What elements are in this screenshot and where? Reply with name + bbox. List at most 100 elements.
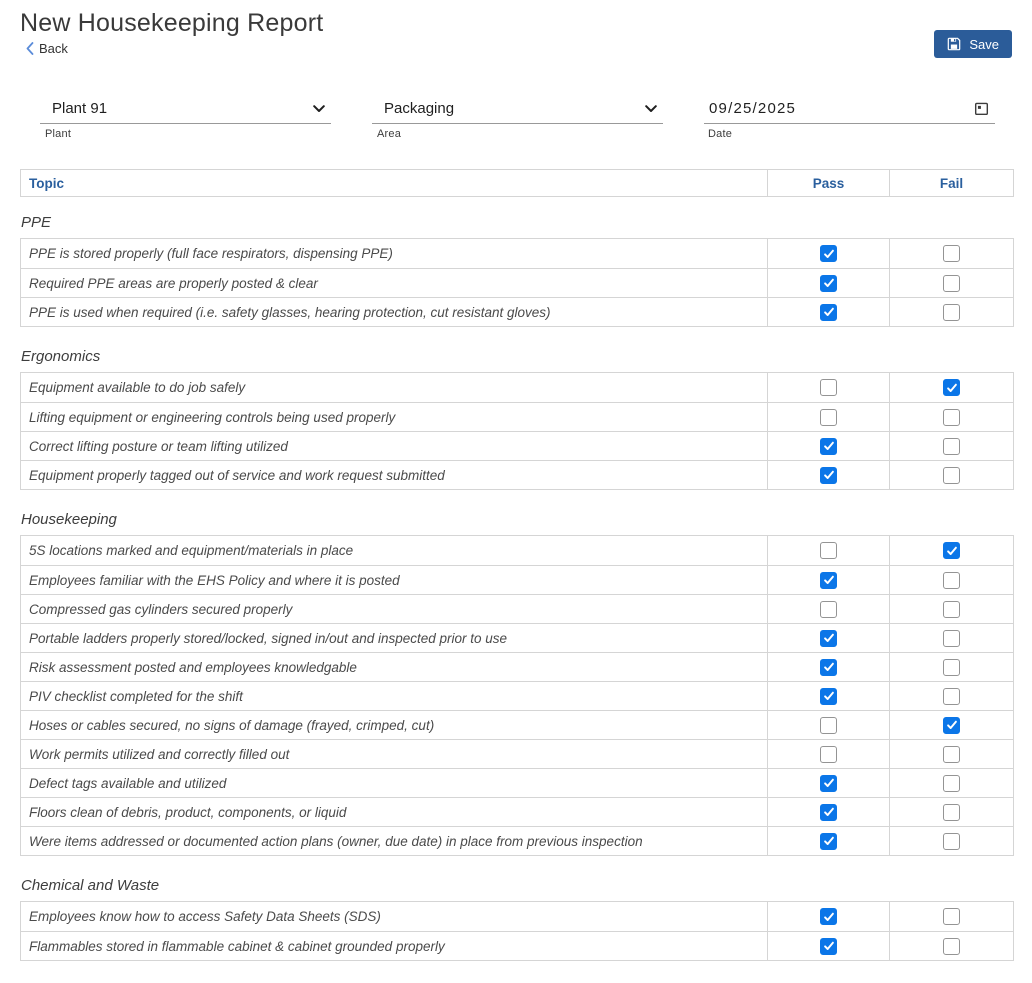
pass-cell xyxy=(767,740,889,768)
topic-column-header: Topic xyxy=(29,175,64,191)
calendar-icon[interactable] xyxy=(974,101,989,116)
fail-cell xyxy=(889,432,1013,460)
pass-checkbox[interactable] xyxy=(820,774,837,792)
fail-checkbox[interactable] xyxy=(943,716,960,734)
area-select[interactable]: Packaging xyxy=(372,100,663,124)
pass-checkbox[interactable] xyxy=(820,658,837,676)
area-field: Packaging Area xyxy=(372,100,663,140)
pass-checkbox[interactable] xyxy=(820,832,837,850)
fail-checkbox[interactable] xyxy=(943,745,960,763)
pass-checkbox[interactable] xyxy=(820,716,837,734)
fail-cell xyxy=(889,373,1013,402)
checklist-row: Equipment available to do job safely xyxy=(21,373,1013,402)
fail-cell xyxy=(889,269,1013,297)
checklist-row: Correct lifting posture or team lifting … xyxy=(21,431,1013,460)
floppy-disk-icon xyxy=(947,37,961,51)
topic-cell: PPE is used when required (i.e. safety g… xyxy=(29,304,551,320)
pass-cell xyxy=(767,682,889,710)
fail-checkbox[interactable] xyxy=(943,803,960,821)
pass-checkbox[interactable] xyxy=(820,629,837,647)
chevron-down-icon xyxy=(645,104,657,113)
topic-cell: 5S locations marked and equipment/materi… xyxy=(29,543,354,558)
pass-cell xyxy=(767,711,889,739)
fail-cell xyxy=(889,595,1013,623)
fail-checkbox[interactable] xyxy=(943,658,960,676)
pass-cell xyxy=(767,536,889,565)
fail-column-header: Fail xyxy=(889,170,1013,196)
section-heading: Chemical and Waste xyxy=(21,877,160,894)
topic-cell: Risk assessment posted and employees kno… xyxy=(29,659,357,675)
topic-cell: Floors clean of debris, product, compone… xyxy=(29,804,347,820)
fail-checkbox[interactable] xyxy=(943,774,960,792)
fail-cell xyxy=(889,711,1013,739)
topic-cell: Required PPE areas are properly posted &… xyxy=(29,275,318,291)
pass-checkbox[interactable] xyxy=(820,408,837,426)
fail-checkbox[interactable] xyxy=(943,274,960,292)
topic-cell: Portable ladders properly stored/locked,… xyxy=(29,630,508,646)
date-input[interactable]: 09/25/2025 xyxy=(704,100,995,124)
fail-checkbox[interactable] xyxy=(943,408,960,426)
pass-checkbox[interactable] xyxy=(820,803,837,821)
pass-checkbox[interactable] xyxy=(820,303,837,321)
section-table: 5S locations marked and equipment/materi… xyxy=(20,535,1014,856)
plant-field-label: Plant xyxy=(45,128,72,140)
fail-checkbox[interactable] xyxy=(943,466,960,484)
pass-checkbox[interactable] xyxy=(820,245,837,262)
date-field-label: Date xyxy=(708,128,733,140)
fail-checkbox[interactable] xyxy=(943,542,960,559)
page-title: New Housekeeping Report xyxy=(20,9,324,37)
fail-checkbox[interactable] xyxy=(943,629,960,647)
checklist-row: Employees familiar with the EHS Policy a… xyxy=(21,565,1013,594)
plant-select[interactable]: Plant 91 xyxy=(40,100,331,124)
pass-checkbox[interactable] xyxy=(820,379,837,396)
pass-checkbox[interactable] xyxy=(820,274,837,292)
pass-cell xyxy=(767,624,889,652)
fail-checkbox[interactable] xyxy=(943,832,960,850)
fail-cell xyxy=(889,461,1013,489)
topic-cell: PIV checklist completed for the shift xyxy=(29,688,243,704)
pass-cell xyxy=(767,239,889,268)
fail-cell xyxy=(889,932,1013,960)
pass-checkbox[interactable] xyxy=(820,937,837,955)
fail-checkbox[interactable] xyxy=(943,687,960,705)
pass-checkbox[interactable] xyxy=(820,571,837,589)
fail-cell xyxy=(889,902,1013,931)
topic-cell: Compressed gas cylinders secured properl… xyxy=(29,601,293,617)
fail-cell xyxy=(889,536,1013,565)
checklist-row: Floors clean of debris, product, compone… xyxy=(21,797,1013,826)
fail-cell xyxy=(889,798,1013,826)
topic-cell: Hoses or cables secured, no signs of dam… xyxy=(29,717,435,733)
save-button[interactable]: Save xyxy=(934,30,1012,58)
fail-cell xyxy=(889,403,1013,431)
fail-checkbox[interactable] xyxy=(943,303,960,321)
pass-checkbox[interactable] xyxy=(820,908,837,925)
checklist-row: Hoses or cables secured, no signs of dam… xyxy=(21,710,1013,739)
section-table: PPE is stored properly (full face respir… xyxy=(20,238,1014,327)
pass-checkbox[interactable] xyxy=(820,687,837,705)
fail-checkbox[interactable] xyxy=(943,908,960,925)
checklist-sections: PPE PPE is stored properly (full face res… xyxy=(0,214,1032,961)
topic-cell: Lifting equipment or engineering control… xyxy=(29,409,396,425)
pass-checkbox[interactable] xyxy=(820,466,837,484)
fail-checkbox[interactable] xyxy=(943,379,960,396)
checklist-row: PPE is used when required (i.e. safety g… xyxy=(21,297,1013,326)
topic-cell: Employees familiar with the EHS Policy a… xyxy=(29,572,400,588)
pass-checkbox[interactable] xyxy=(820,745,837,763)
pass-checkbox[interactable] xyxy=(820,600,837,618)
fail-checkbox[interactable] xyxy=(943,937,960,955)
fail-checkbox[interactable] xyxy=(943,571,960,589)
section-table: Employees know how to access Safety Data… xyxy=(20,901,1014,961)
pass-checkbox[interactable] xyxy=(820,542,837,559)
checklist-row: Compressed gas cylinders secured properl… xyxy=(21,594,1013,623)
section-table: Equipment available to do job safely Lift… xyxy=(20,372,1014,490)
pass-checkbox[interactable] xyxy=(820,437,837,455)
checklist-header-row: Topic Pass Fail xyxy=(20,169,1014,197)
checklist-row: Risk assessment posted and employees kno… xyxy=(21,652,1013,681)
back-link[interactable]: Back xyxy=(26,41,68,56)
fail-checkbox[interactable] xyxy=(943,437,960,455)
fail-checkbox[interactable] xyxy=(943,245,960,262)
fail-cell xyxy=(889,624,1013,652)
fail-checkbox[interactable] xyxy=(943,600,960,618)
date-input-value: 09/25/2025 xyxy=(709,100,797,117)
topic-cell: Correct lifting posture or team lifting … xyxy=(29,438,288,454)
